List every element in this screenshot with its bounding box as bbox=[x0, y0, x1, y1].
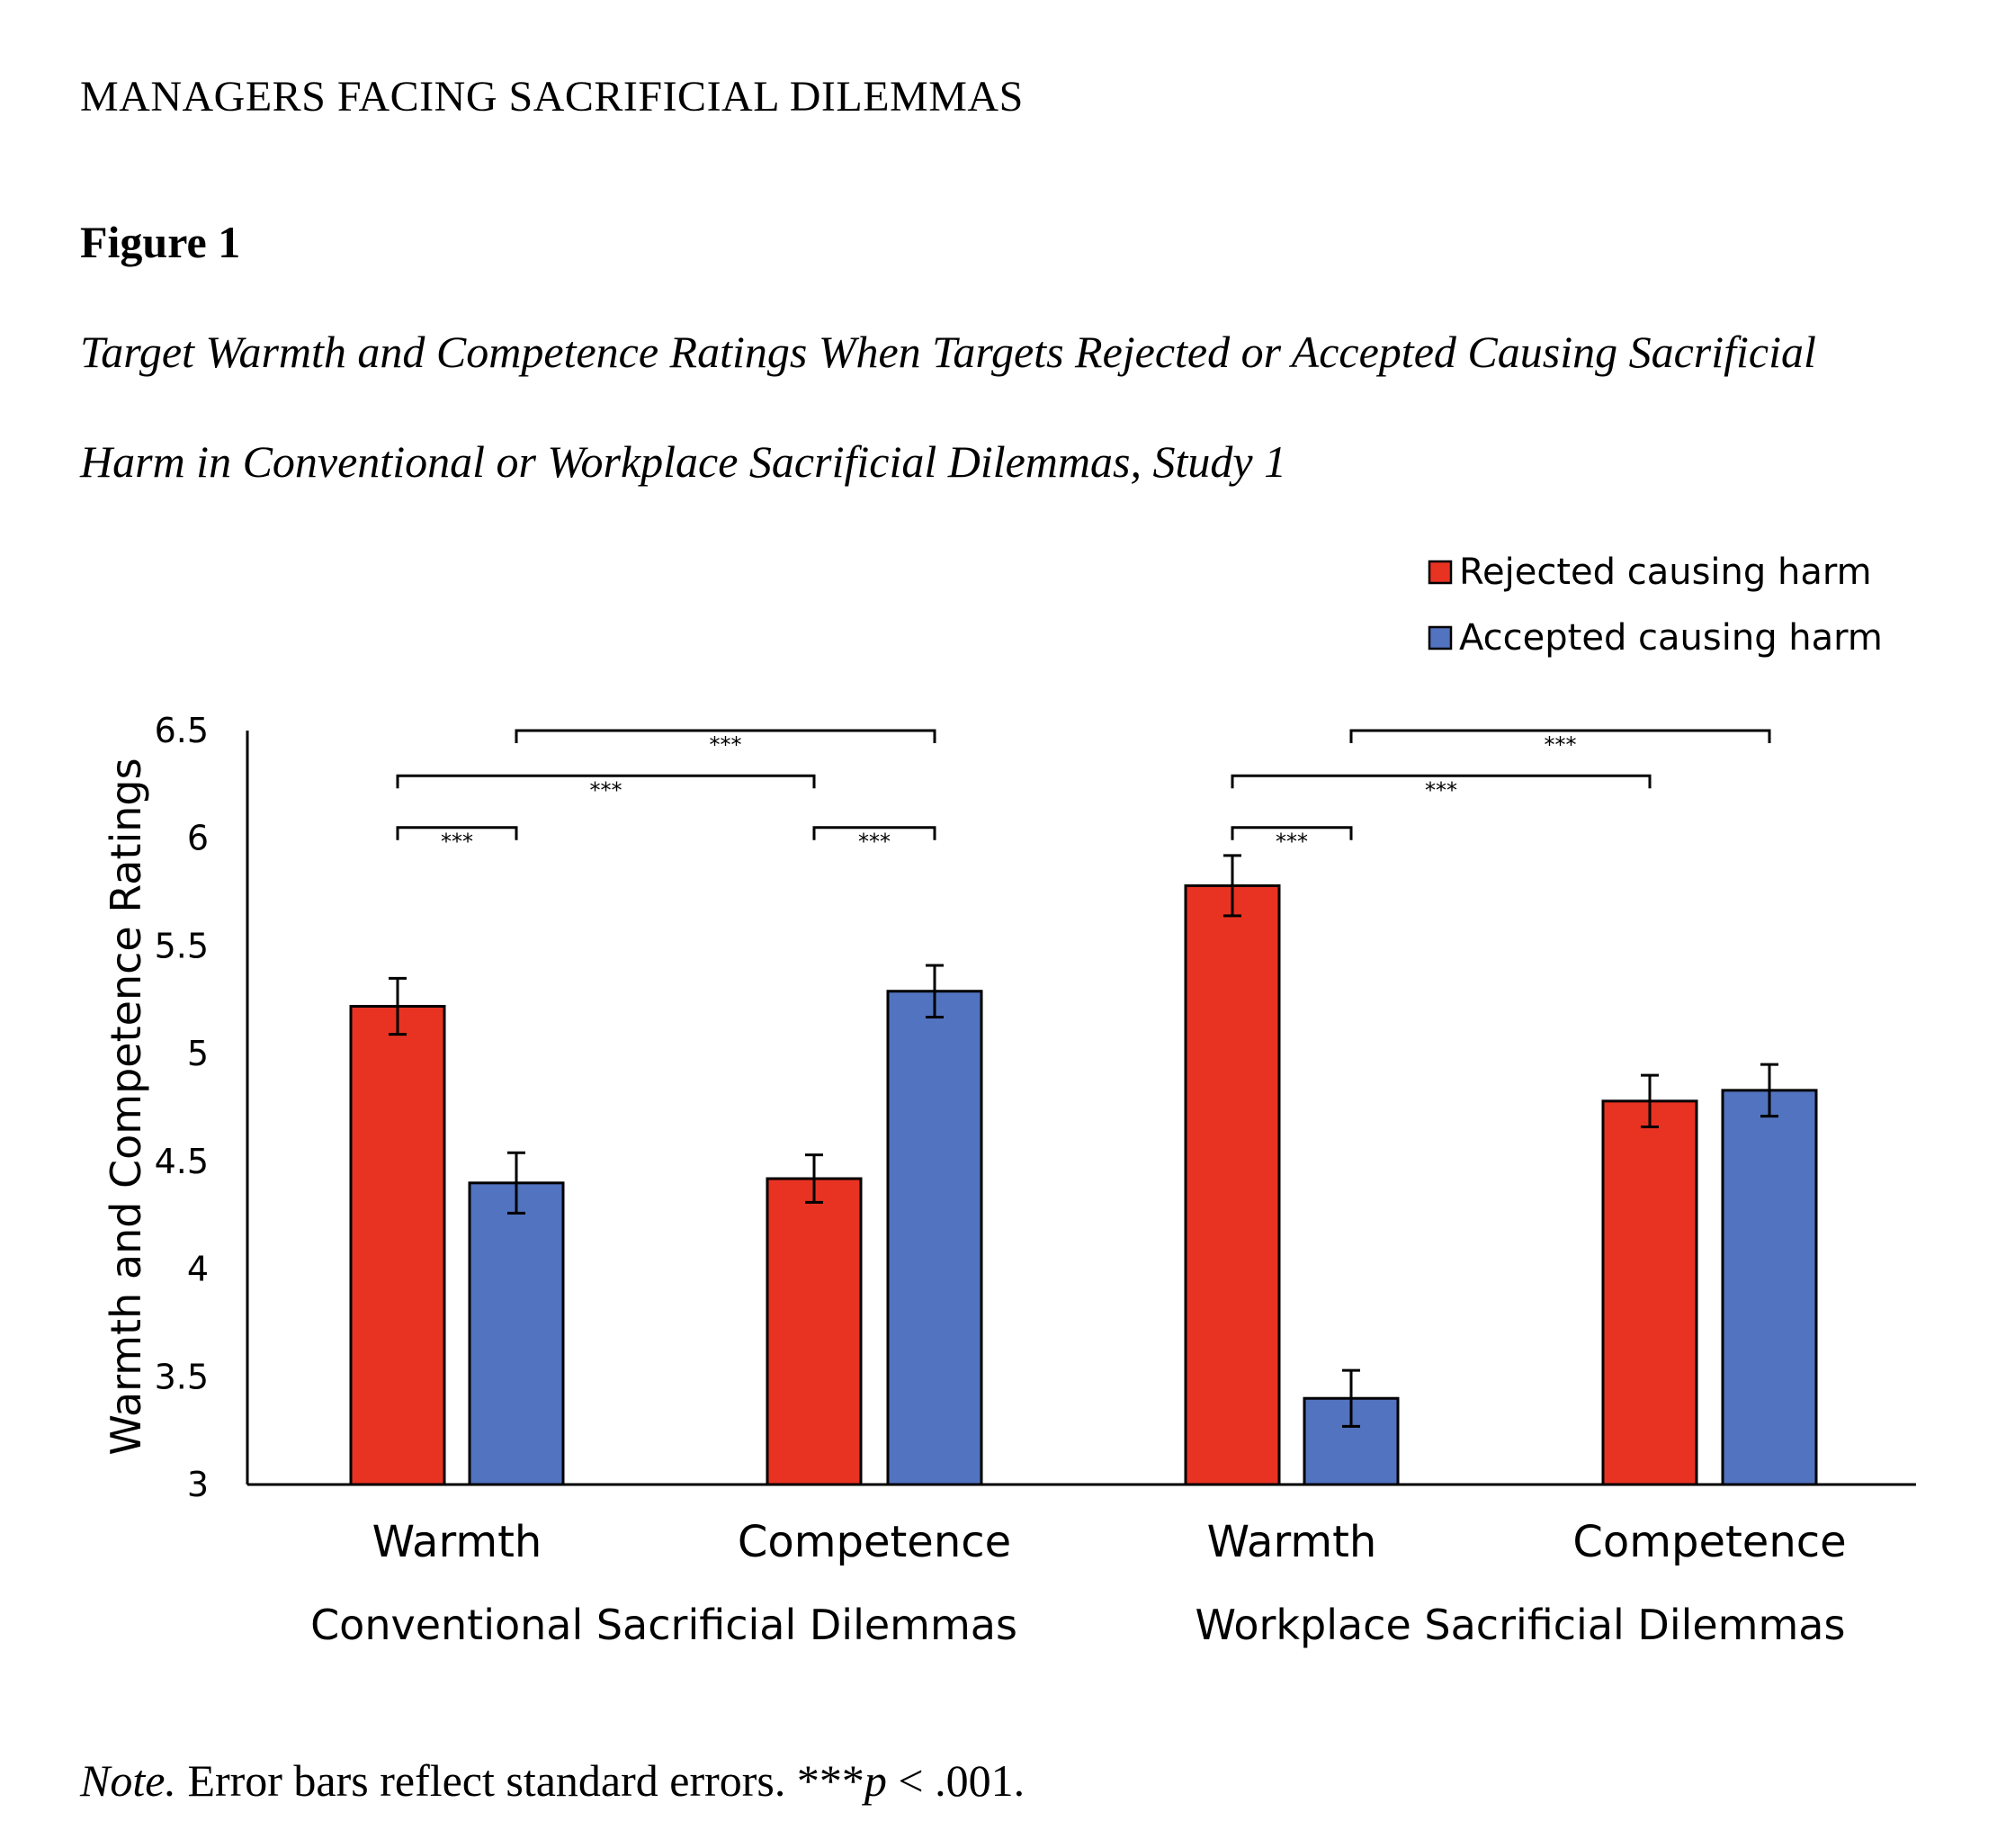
x-category-label: Warmth bbox=[372, 1517, 542, 1567]
x-category-label: Warmth bbox=[1207, 1517, 1377, 1567]
note-text: Error bars reflect standard errors. *** bbox=[175, 1755, 864, 1806]
figure-title-line-2: Harm in Conventional or Workplace Sacrif… bbox=[80, 436, 1287, 487]
significance-bracket bbox=[1231, 774, 1652, 789]
bar-rejected-3 bbox=[1601, 1099, 1698, 1486]
figure-label: Figure 1 bbox=[80, 217, 241, 267]
y-tick-label: 5.5 bbox=[155, 926, 209, 965]
y-tick-label: 5 bbox=[187, 1034, 209, 1073]
figure-title-line-1: Target Warmth and Competence Ratings Whe… bbox=[80, 327, 1816, 377]
y-tick-label: 6.5 bbox=[155, 711, 209, 750]
y-tick-label: 4.5 bbox=[155, 1142, 209, 1181]
running-head: MANAGERS FACING SACRIFICIAL DILEMMAS bbox=[80, 73, 1024, 121]
significance-bracket bbox=[396, 774, 816, 789]
figure-note: Note. Error bars reflect standard errors… bbox=[80, 1754, 1025, 1807]
significance-label: *** bbox=[1425, 777, 1457, 803]
significance-label: *** bbox=[710, 732, 742, 758]
x-category-label: Competence bbox=[738, 1517, 1011, 1567]
significance-bracket bbox=[1231, 826, 1353, 840]
significance-label: *** bbox=[441, 830, 473, 855]
y-tick-label: 4 bbox=[187, 1250, 209, 1289]
note-tail: < .001. bbox=[886, 1755, 1025, 1806]
note-p: p bbox=[864, 1755, 887, 1806]
significance-bracket bbox=[1349, 729, 1771, 743]
y-tick-label: 6 bbox=[187, 819, 209, 858]
x-group-label: Conventional Sacrificial Dilemmas bbox=[310, 1601, 1017, 1649]
legend-swatch bbox=[1428, 560, 1453, 585]
y-tick-label: 3.5 bbox=[155, 1357, 209, 1396]
significance-bracket bbox=[812, 826, 936, 840]
significance-label: *** bbox=[858, 830, 891, 855]
legend-label: Rejected causing harm bbox=[1459, 552, 1872, 593]
legend-swatch bbox=[1428, 625, 1453, 650]
y-tick-label: 3 bbox=[187, 1465, 209, 1504]
bar-accepted-3 bbox=[1721, 1089, 1818, 1486]
significance-label: *** bbox=[1545, 732, 1577, 758]
bar-rejected-0 bbox=[349, 1004, 446, 1486]
legend-label: Accepted causing harm bbox=[1459, 617, 1883, 659]
y-axis-title: Warmth and Competence Ratings bbox=[102, 758, 150, 1455]
bar-rejected-2 bbox=[1184, 884, 1281, 1486]
significance-label: *** bbox=[1276, 830, 1308, 855]
note-label: Note. bbox=[80, 1755, 176, 1806]
bar-accepted-0 bbox=[468, 1181, 565, 1486]
significance-bracket bbox=[396, 826, 518, 840]
significance-bracket bbox=[515, 729, 936, 743]
x-group-label: Workplace Sacrificial Dilemmas bbox=[1196, 1601, 1846, 1649]
bar-accepted-1 bbox=[886, 990, 983, 1486]
significance-label: *** bbox=[590, 777, 622, 803]
x-category-label: Competence bbox=[1572, 1517, 1846, 1567]
bar-rejected-1 bbox=[766, 1177, 863, 1486]
